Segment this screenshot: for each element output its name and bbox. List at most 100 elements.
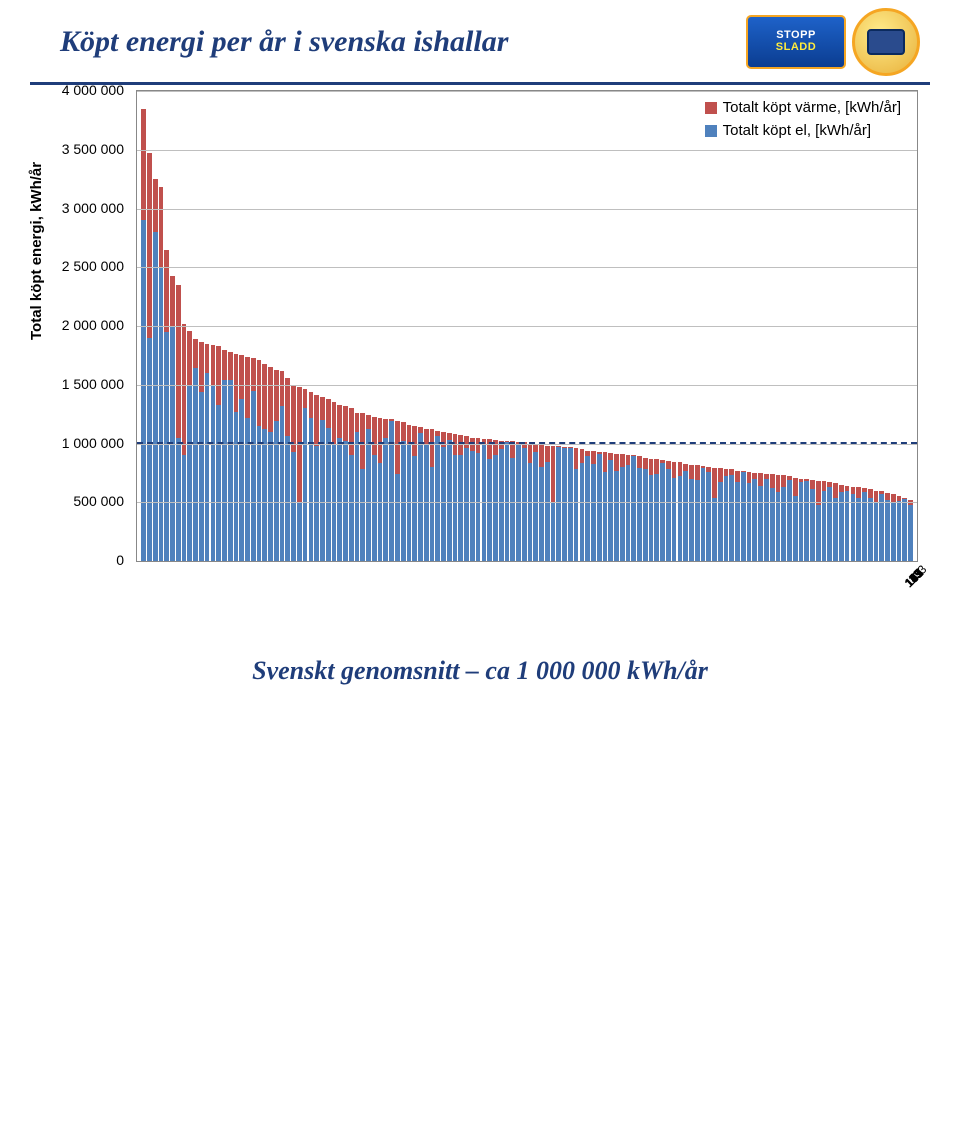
bar-segment-warme — [718, 468, 723, 482]
bar — [551, 446, 556, 561]
bar-segment-el — [706, 472, 711, 561]
bar-segment-el — [585, 456, 590, 561]
bar-segment-el — [752, 479, 757, 561]
bar-segment-warme — [476, 438, 481, 453]
bar-segment-el — [182, 455, 187, 561]
bar-segment-el — [326, 428, 331, 561]
bar — [499, 441, 504, 561]
bar — [810, 480, 815, 561]
bar-segment-el — [464, 448, 469, 561]
bar — [678, 462, 683, 561]
bar-segment-el — [781, 487, 786, 561]
bar-segment-el — [378, 463, 383, 561]
bar-segment-el — [614, 471, 619, 561]
bar-segment-warme — [689, 465, 694, 479]
bar — [343, 406, 348, 561]
bar-segment-el — [499, 449, 504, 561]
logo-group: STOPP SLADD — [746, 8, 920, 76]
bar — [493, 440, 498, 561]
bar — [568, 447, 573, 561]
bar-segment-el — [159, 267, 164, 561]
bar-segment-warme — [453, 434, 458, 455]
bar — [482, 439, 487, 561]
bar-segment-el — [758, 486, 763, 561]
bar — [816, 481, 821, 561]
bar-segment-el — [620, 467, 625, 561]
bar — [320, 397, 325, 562]
bar — [556, 446, 561, 561]
bar — [764, 474, 769, 561]
bar-segment-el — [314, 446, 319, 561]
bar — [862, 488, 867, 561]
page-title: Köpt energi per år i svenska ishallar — [60, 25, 508, 59]
bar-segment-warme — [153, 179, 158, 232]
bar — [355, 413, 360, 561]
bar — [666, 461, 671, 561]
bar-segment-el — [822, 491, 827, 561]
bar-segment-el — [643, 469, 648, 561]
bar — [631, 455, 636, 561]
bar-segment-warme — [326, 399, 331, 428]
bar-segment-warme — [141, 109, 146, 221]
bar-segment-el — [199, 392, 204, 561]
bar-segment-el — [851, 494, 856, 561]
bar-segment-el — [395, 474, 400, 561]
bar-segment-el — [672, 478, 677, 561]
bar-segment-el — [539, 467, 544, 561]
bar — [827, 482, 832, 561]
bar-segment-el — [447, 440, 452, 561]
bar-segment-warme — [776, 475, 781, 491]
bar-segment-el — [355, 432, 360, 561]
bar — [545, 446, 550, 561]
grid-line — [137, 502, 917, 503]
y-tick-label: 4 000 000 — [62, 82, 124, 98]
bar-segment-el — [764, 479, 769, 561]
bar — [776, 475, 781, 561]
bar-segment-warme — [205, 344, 210, 373]
grid-line — [137, 444, 917, 445]
bar-segment-warme — [349, 408, 354, 455]
bar — [724, 469, 729, 561]
bar — [257, 360, 262, 561]
bar-segment-el — [666, 469, 671, 561]
plot-area: Totalt köpt värme, [kWh/år] Totalt köpt … — [136, 90, 918, 562]
bar — [608, 453, 613, 561]
bar — [822, 481, 827, 561]
bar-segment-warme — [228, 352, 233, 380]
bar-segment-warme — [724, 469, 729, 476]
bar-segment-warme — [758, 473, 763, 486]
bar-segment-warme — [810, 480, 815, 489]
bar-segment-el — [280, 406, 285, 561]
bar — [326, 399, 331, 561]
bar-segment-el — [458, 455, 463, 561]
bar — [418, 427, 423, 561]
bar-segment-warme — [297, 387, 302, 502]
bar-segment-warme — [193, 339, 198, 368]
bar — [574, 448, 579, 561]
bar-segment-warme — [222, 350, 227, 381]
bar-segment-el — [885, 500, 890, 561]
bar — [159, 187, 164, 561]
bar-segment-el — [262, 429, 267, 561]
bar-segment-warme — [262, 364, 267, 430]
bar — [164, 250, 169, 561]
bar — [141, 109, 146, 561]
grid-line — [137, 267, 917, 268]
bar — [718, 468, 723, 561]
bar-segment-el — [222, 380, 227, 561]
bar-segment-el — [303, 408, 308, 561]
legend-el: Totalt köpt el, [kWh/år] — [705, 122, 901, 139]
bar — [458, 435, 463, 561]
bar-segment-warme — [712, 468, 717, 497]
bar-segment-warme — [147, 153, 152, 337]
bar-segment-warme — [303, 389, 308, 408]
bar — [441, 432, 446, 561]
bar-segment-warme — [620, 454, 625, 467]
bar-segment-el — [337, 438, 342, 561]
bar-segment-el — [729, 475, 734, 561]
bar — [378, 418, 383, 561]
bar-segment-el — [827, 487, 832, 561]
bar-segment-warme — [458, 435, 463, 455]
bar — [245, 357, 250, 561]
bar-segment-warme — [545, 446, 550, 462]
